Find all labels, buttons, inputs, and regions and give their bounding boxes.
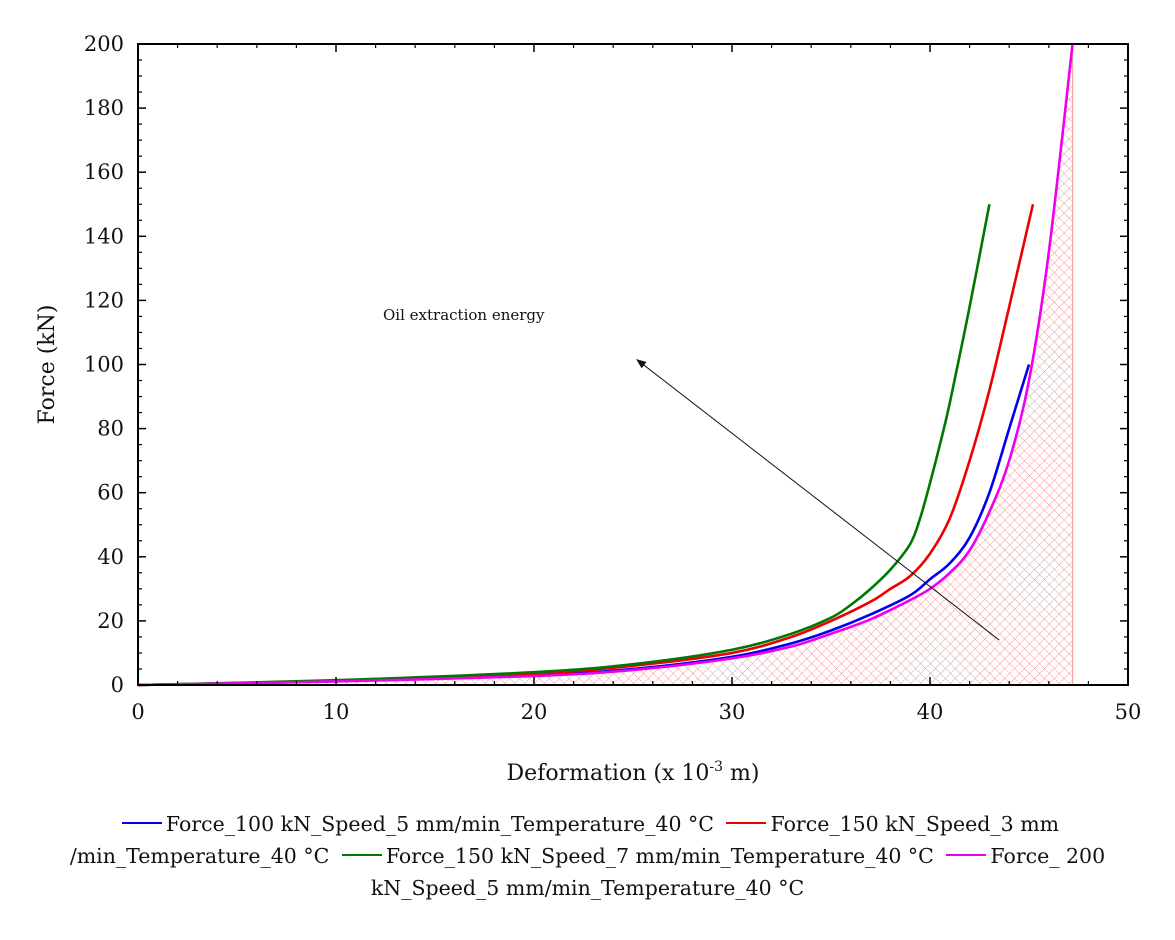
x-axis-title: Deformation (x 10-3 m) bbox=[507, 759, 760, 786]
x-tick-label-10: 10 bbox=[323, 700, 350, 724]
y-tick-label-180: 180 bbox=[84, 96, 124, 120]
x-tick-label-40: 40 bbox=[917, 700, 944, 724]
force-deformation-chart: 0 10 20 30 40 50 0 20 40 60 80 100 120 140 160 180 200 De… bbox=[35, 32, 1142, 786]
legend-swatch-green bbox=[341, 853, 382, 856]
series-line-1 bbox=[137, 203, 1035, 687]
series-line-3 bbox=[137, 43, 1074, 687]
annotation-arrow bbox=[636, 359, 1000, 641]
y-tick-label-40: 40 bbox=[97, 545, 124, 569]
legend-entry-100kN: Force_100 kN_Speed_5 mm/min_Temperature_… bbox=[116, 812, 714, 836]
legend-swatch-magenta bbox=[946, 853, 987, 856]
legend-entry-150kN-3mm: Force_150 kN_Speed_3 mm /min_Temperature… bbox=[70, 812, 1059, 868]
x-tick-label-20: 20 bbox=[521, 700, 548, 724]
y-tick-label-200: 200 bbox=[84, 32, 124, 56]
y-tick-label-160: 160 bbox=[84, 160, 124, 184]
legend-entry-150kN-7mm: Force_150 kN_Speed_7 mm/min_Temperature_… bbox=[336, 844, 934, 868]
legend-label-150kN-7mm: Force_150 kN_Speed_7 mm/min_Temperature_… bbox=[385, 844, 934, 868]
legend-swatch-blue bbox=[121, 821, 162, 824]
y-tick-label-20: 20 bbox=[97, 609, 124, 633]
y-tick-label-80: 80 bbox=[97, 417, 124, 441]
annotation-oil-extraction-energy: Oil extraction energy bbox=[383, 306, 545, 324]
x-tick-label-0: 0 bbox=[131, 700, 144, 724]
legend-label-150kN-3mm: Force_150 kN_Speed_3 mm /min_Temperature… bbox=[69, 812, 1060, 868]
legend-entry-200kN: Force_ 200 kN_Speed_5 mm/min_Temperature… bbox=[371, 844, 1105, 900]
legend: Force_100 kN_Speed_5 mm/min_Temperature_… bbox=[20, 808, 1155, 904]
y-tick-label-0: 0 bbox=[111, 673, 124, 697]
y-tick-label-60: 60 bbox=[97, 481, 124, 505]
legend-swatch-red bbox=[726, 821, 767, 824]
x-tick-label-30: 30 bbox=[719, 700, 746, 724]
y-tick-label-140: 140 bbox=[84, 224, 124, 248]
y-tick-label-120: 120 bbox=[84, 288, 124, 312]
x-tick-label-50: 50 bbox=[1115, 700, 1142, 724]
y-tick-label-100: 100 bbox=[84, 353, 124, 377]
shaded-area-oil-extraction-energy bbox=[138, 44, 1073, 685]
legend-label-100kN: Force_100 kN_Speed_5 mm/min_Temperature_… bbox=[165, 812, 714, 836]
y-axis-title: Force (kN) bbox=[35, 305, 60, 425]
legend-label-200kN: Force_ 200 kN_Speed_5 mm/min_Temperature… bbox=[370, 844, 1106, 900]
series-line-2 bbox=[137, 204, 991, 687]
